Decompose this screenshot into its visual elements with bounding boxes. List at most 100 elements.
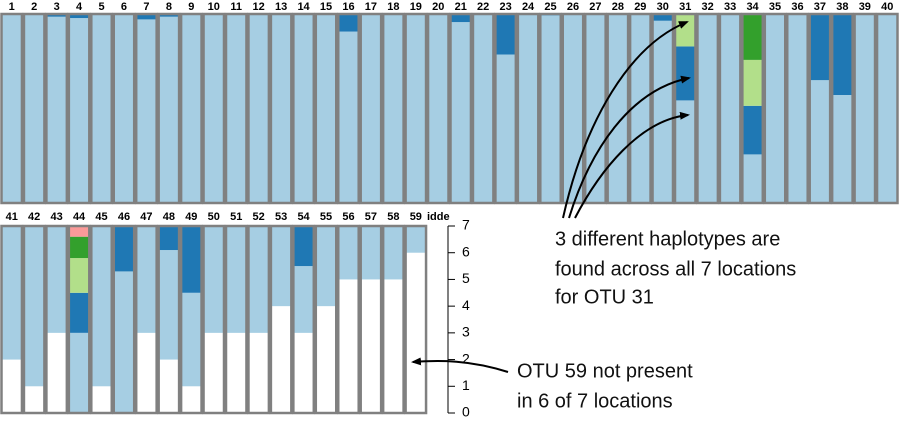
panel-border	[449, 12, 473, 205]
bar-segment	[293, 14, 314, 203]
bar-segment	[877, 14, 898, 203]
bar-segment	[136, 14, 157, 20]
bar-segment	[360, 226, 382, 280]
bar-segment	[405, 226, 427, 253]
bar-segment	[719, 14, 741, 203]
panel-border	[134, 224, 158, 415]
category-label: 43	[51, 211, 63, 223]
bar-segment	[338, 31, 359, 203]
category-label: 48	[163, 211, 175, 223]
bar-segment	[91, 14, 112, 203]
bar-segment	[742, 154, 763, 203]
category-label: 44	[73, 211, 86, 223]
panel-border	[830, 12, 854, 205]
bar-segment	[315, 226, 337, 307]
panel-border	[426, 12, 450, 205]
category-label: 35	[769, 1, 781, 13]
panel-border	[381, 12, 405, 205]
category-label: 38	[836, 1, 848, 13]
category-label: 53	[275, 211, 287, 223]
bar-segment	[675, 46, 696, 101]
category-label: 17	[365, 1, 377, 13]
category-label: 47	[140, 211, 152, 223]
category-label: 19	[410, 1, 422, 13]
panel-border	[808, 12, 832, 205]
bar-segment	[315, 14, 337, 203]
bar-segment	[338, 226, 359, 280]
panel-border	[134, 12, 158, 205]
category-label: 42	[28, 211, 40, 223]
bar-segment	[585, 14, 606, 203]
bar-segment	[787, 14, 808, 203]
panel-border	[247, 12, 271, 205]
bar-segment	[203, 14, 224, 203]
bar-segment	[68, 292, 90, 333]
category-label: 31	[679, 1, 691, 13]
bar-segment	[248, 14, 269, 203]
category-label: 2	[31, 1, 37, 13]
bar-segment	[46, 332, 67, 413]
category-label: 11	[230, 1, 242, 13]
bar-segment	[1, 226, 22, 360]
bar-segment	[68, 332, 90, 413]
panel-border	[22, 12, 46, 205]
category-label: 24	[522, 1, 535, 13]
panel-border	[179, 12, 203, 205]
bar-segment	[270, 14, 292, 203]
category-label: 4	[76, 1, 83, 13]
panel-border	[0, 224, 24, 415]
bar-segment	[226, 14, 247, 203]
category-label: 18	[387, 1, 399, 13]
category-label: 56	[342, 211, 354, 223]
panel-border	[67, 12, 91, 205]
bar-segment	[338, 14, 359, 32]
category-label: 34	[746, 1, 759, 13]
bar-segment	[203, 226, 224, 333]
category-label: 30	[657, 1, 669, 13]
y-tick-label: 2	[462, 350, 470, 366]
panel-border	[90, 12, 114, 205]
category-label: 41	[6, 211, 18, 223]
panel-border	[337, 12, 360, 205]
annotation: 3 different haplotypes are	[555, 228, 780, 250]
bar-segment	[428, 14, 449, 203]
category-label: 25	[544, 1, 556, 13]
panel-border	[157, 224, 181, 415]
bar-segment	[697, 14, 718, 203]
category-label: 21	[455, 1, 467, 13]
bar-segment	[405, 14, 427, 203]
panel-border	[359, 12, 383, 205]
bar-segment	[472, 14, 494, 203]
category-label: 45	[95, 211, 107, 223]
y-tick-label: 5	[462, 270, 470, 286]
category-label: 8	[166, 1, 172, 13]
category-label: 58	[387, 211, 399, 223]
panel-border	[202, 224, 226, 415]
bar-segment	[46, 226, 67, 333]
category-label: 50	[208, 211, 220, 223]
arrows	[411, 21, 691, 373]
category-label: 33	[724, 1, 736, 13]
bar-segment	[293, 266, 314, 333]
panel-border	[673, 12, 697, 205]
category-label: 28	[612, 1, 624, 13]
panel-border	[853, 12, 877, 205]
category-label: 6	[121, 1, 127, 13]
panel-border	[112, 224, 136, 415]
panel-border	[875, 12, 899, 205]
category-label: 55	[320, 211, 332, 223]
panel-border	[45, 224, 69, 415]
panel-border	[112, 12, 136, 205]
bar-segment	[1, 14, 22, 203]
category-label: 37	[814, 1, 826, 13]
bar-segment	[158, 359, 180, 413]
category-label: 59	[410, 211, 422, 223]
panel-border	[67, 224, 91, 415]
bar-segment	[270, 226, 292, 307]
bar-segment	[68, 236, 90, 259]
bar-segment	[360, 279, 382, 413]
category-label: 10	[208, 1, 220, 13]
panel-border	[269, 12, 293, 205]
